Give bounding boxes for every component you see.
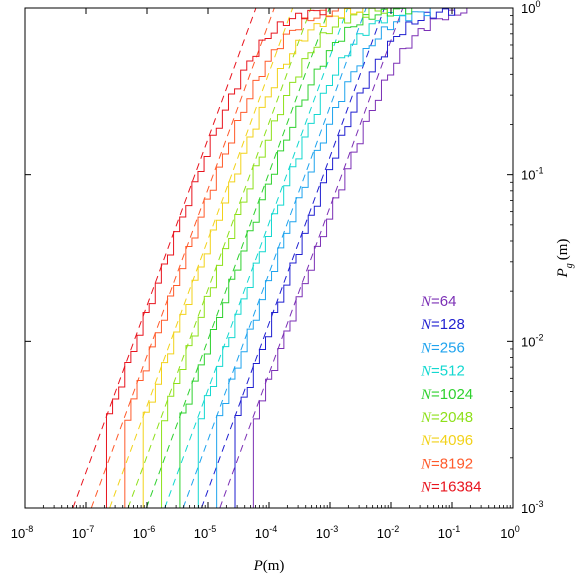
legend-entry-256: N=256 — [420, 339, 465, 356]
staircase-curve-4096 — [25, 7, 513, 509]
reference-line-2048 — [127, 7, 312, 509]
legend-entry-8192: N=8192 — [420, 455, 473, 472]
legend-entry-4096: N=4096 — [420, 432, 473, 449]
y-tick--2-label: 10-2 — [521, 332, 543, 349]
series-16384 — [25, 7, 513, 509]
staircase-curve-64 — [25, 7, 513, 509]
staircase-curve-8192 — [25, 7, 513, 509]
x-tick-0-label: 100 — [500, 524, 519, 541]
staircase-curve-512 — [25, 7, 513, 509]
reference-line-64 — [219, 7, 404, 509]
legend: N=64 N=128 N=256 N=512 N=1024 N=2048 N=4096 N=8… — [420, 293, 482, 496]
staircase-curve-2048 — [25, 7, 513, 509]
legend-entry-1024: N=1024 — [420, 386, 473, 403]
staircase-curve-256 — [25, 7, 513, 509]
series-256 — [25, 7, 513, 509]
reference-line-8192 — [90, 7, 275, 509]
x-axis-label: P(m) — [253, 558, 285, 574]
x-tick--3-label: 10-3 — [316, 524, 338, 541]
legend-entry-2048: N=2048 — [420, 409, 473, 426]
x-tick--1-label: 10-1 — [438, 524, 460, 541]
series-8192 — [25, 7, 513, 509]
legend-entry-64: N=64 — [420, 293, 456, 310]
x-tick--6-label: 10-6 — [133, 524, 155, 541]
series-1024 — [25, 7, 513, 509]
y-tick--3-label: 10-3 — [521, 499, 543, 516]
reference-line-256 — [182, 7, 367, 509]
series-128 — [25, 7, 513, 509]
series-2048 — [25, 7, 513, 509]
series-4096 — [25, 7, 513, 509]
reference-line-1024 — [145, 7, 330, 509]
x-tick--8-label: 10-8 — [11, 524, 33, 541]
x-tick--7-label: 10-7 — [72, 524, 94, 541]
series-64 — [25, 7, 513, 509]
staircase-curve-128 — [25, 7, 513, 509]
series-512 — [25, 7, 513, 509]
x-tick--5-label: 10-5 — [194, 524, 216, 541]
legend-entry-128: N=128 — [420, 316, 465, 333]
reference-line-128 — [200, 7, 385, 509]
y-tick-0-label: 100 — [521, 0, 540, 16]
staircase-curve-16384 — [25, 7, 513, 509]
reference-line-16384 — [72, 7, 257, 509]
y-axis-label: Pg(m) — [555, 239, 575, 279]
series-layer — [25, 7, 513, 509]
reference-line-4096 — [109, 7, 294, 509]
x-tick--4-label: 10-4 — [255, 524, 277, 541]
legend-entry-512: N=512 — [420, 363, 465, 380]
x-tick--2-label: 10-2 — [377, 524, 399, 541]
y-tick--1-label: 10-1 — [521, 166, 543, 183]
legend-entry-16384: N=16384 — [420, 479, 482, 496]
staircase-curve-1024 — [25, 7, 513, 509]
reference-line-512 — [164, 7, 349, 509]
ticks-layer: 10-8 10-7 10-6 10-5 10-4 10-3 10-2 10-1 10010-31… — [11, 0, 544, 541]
